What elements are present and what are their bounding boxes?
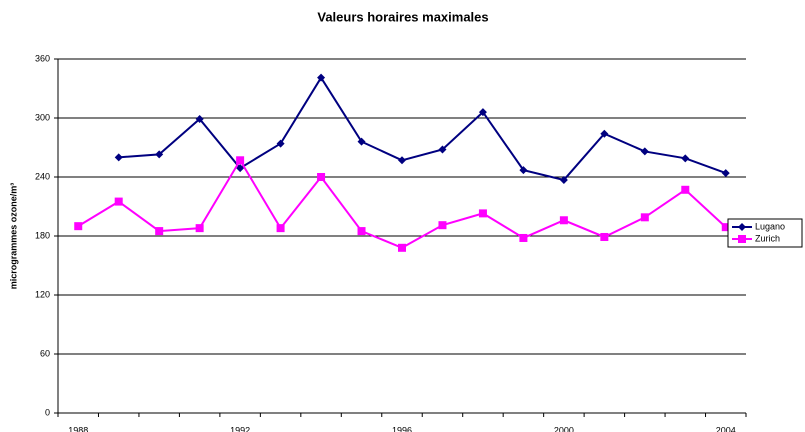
point (438, 145, 447, 154)
point (114, 197, 123, 206)
point (519, 233, 528, 242)
legend-marker (738, 223, 746, 231)
point (236, 156, 245, 165)
x-tick-label: 1988 (68, 425, 88, 432)
x-tick-label: 1992 (230, 425, 250, 432)
point (640, 213, 649, 222)
x-tick-label: 1996 (392, 425, 412, 432)
point (600, 129, 609, 138)
point (559, 175, 568, 184)
point (398, 243, 406, 252)
point (398, 156, 406, 165)
x-tick-label: 2000 (554, 425, 574, 432)
point (681, 185, 690, 194)
point (519, 166, 528, 175)
point (195, 114, 204, 123)
series-line (77, 158, 727, 249)
point (721, 223, 730, 232)
y-tick-label: 300 (35, 112, 50, 122)
y-tick-label: 120 (35, 289, 50, 299)
point (276, 139, 285, 148)
y-tick-label: 360 (35, 53, 50, 63)
point (438, 221, 447, 230)
point (74, 222, 83, 231)
point (317, 73, 326, 82)
point (721, 169, 730, 178)
point (155, 150, 164, 159)
point (236, 164, 245, 173)
y-axis-label: microgrammes ozone/m³ (8, 183, 18, 290)
point (357, 137, 366, 146)
y-tick-label: 180 (35, 230, 50, 240)
point (114, 153, 123, 162)
x-tick-label: 2004 (716, 425, 736, 432)
point (681, 154, 690, 163)
point (155, 227, 164, 236)
point (640, 147, 649, 156)
legend-label: Lugano (755, 221, 785, 231)
chart-title: Valeurs horaires maximales (317, 9, 488, 24)
point (276, 224, 285, 233)
y-tick-label: 60 (40, 348, 50, 358)
point (600, 232, 609, 241)
point (559, 216, 568, 225)
point (317, 173, 326, 181)
point (195, 224, 204, 233)
point (478, 209, 487, 218)
legend-label: Zurich (755, 233, 780, 243)
y-tick-label: 240 (35, 171, 50, 181)
series-line (118, 75, 727, 182)
legend-marker (738, 235, 746, 243)
point (478, 108, 487, 117)
y-tick-label: 0 (45, 407, 50, 417)
point (357, 227, 366, 236)
